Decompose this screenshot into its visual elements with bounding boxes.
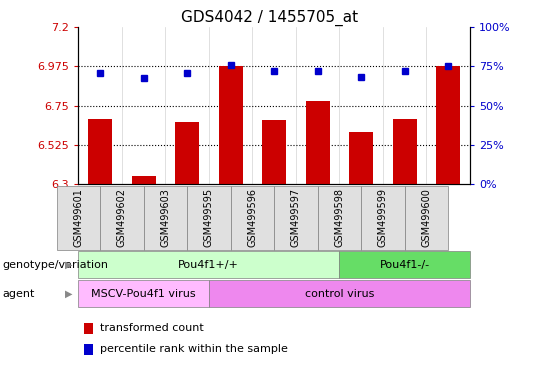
Text: GDS4042 / 1455705_at: GDS4042 / 1455705_at <box>181 10 359 26</box>
Bar <box>262 119 286 184</box>
Bar <box>88 119 112 184</box>
Text: GSM499598: GSM499598 <box>334 189 345 247</box>
Text: GSM499601: GSM499601 <box>73 189 83 247</box>
Text: genotype/variation: genotype/variation <box>3 260 109 270</box>
Bar <box>393 119 416 184</box>
Text: GSM499600: GSM499600 <box>421 189 431 247</box>
Text: control virus: control virus <box>305 288 374 299</box>
Bar <box>436 66 460 184</box>
Text: MSCV-Pou4f1 virus: MSCV-Pou4f1 virus <box>91 288 196 299</box>
Text: GSM499599: GSM499599 <box>378 189 388 247</box>
Bar <box>175 122 199 184</box>
Text: agent: agent <box>3 288 35 299</box>
Bar <box>349 132 373 184</box>
Text: Pou4f1-/-: Pou4f1-/- <box>380 260 430 270</box>
Text: ▶: ▶ <box>65 288 73 299</box>
Text: ▶: ▶ <box>65 260 73 270</box>
Text: GSM499602: GSM499602 <box>117 189 127 247</box>
Text: percentile rank within the sample: percentile rank within the sample <box>100 344 288 354</box>
Text: GSM499597: GSM499597 <box>291 189 301 247</box>
Text: GSM499603: GSM499603 <box>160 189 170 247</box>
Text: GSM499595: GSM499595 <box>204 189 214 247</box>
Text: Pou4f1+/+: Pou4f1+/+ <box>178 260 239 270</box>
Bar <box>132 176 156 184</box>
Text: GSM499596: GSM499596 <box>247 189 257 247</box>
Bar <box>306 101 329 184</box>
Bar <box>219 66 242 184</box>
Text: transformed count: transformed count <box>100 323 204 333</box>
